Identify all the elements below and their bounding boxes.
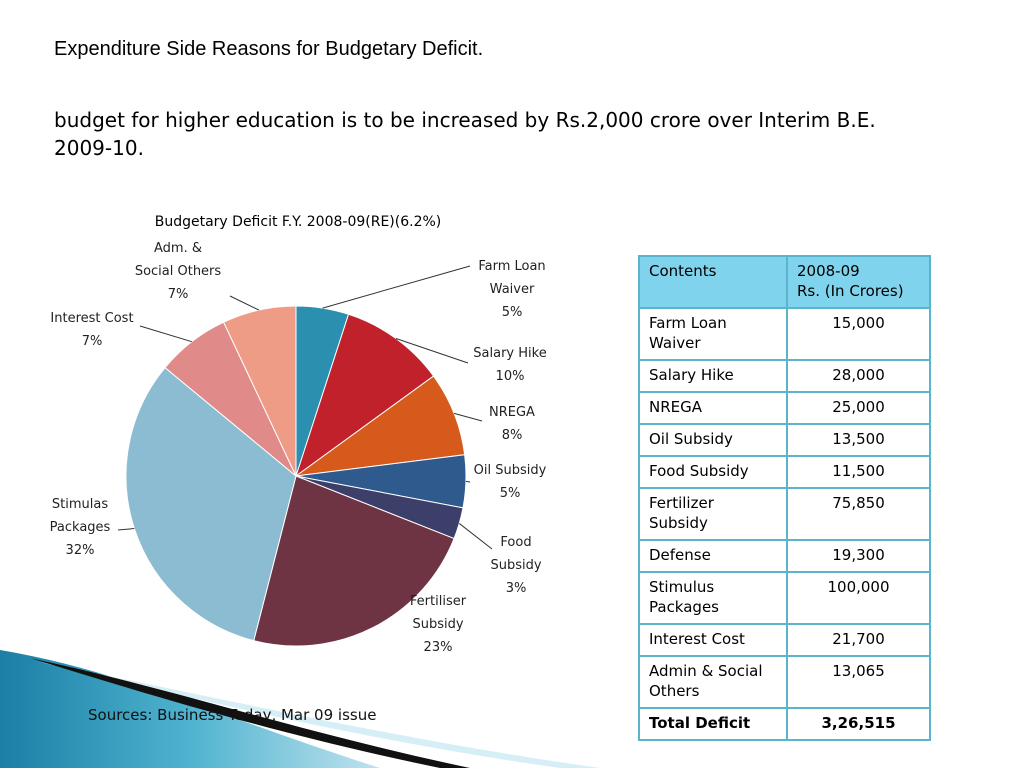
pie-slice-label: Adm. & Social Others 7%	[135, 241, 222, 302]
pie-slice-label: Food Subsidy 3%	[490, 535, 541, 596]
pie-slice-label: Salary Hike 10%	[473, 346, 546, 384]
pie-slice	[125, 366, 297, 642]
pie-chart: Budgetary Deficit F.Y. 2008-09(RE)(6.2%)…	[50, 214, 547, 655]
pie-chart-title: Budgetary Deficit F.Y. 2008-09(RE)(6.2%)	[155, 214, 442, 230]
header-contents: Contents	[638, 255, 788, 309]
total-amount: 3,26,515	[786, 707, 931, 741]
pie-leader-line	[395, 337, 469, 364]
pie-leader-line	[322, 265, 471, 309]
pie-slice-label: Oil Subsidy 5%	[474, 463, 547, 501]
row-amount: 25,000	[786, 391, 931, 425]
pie-slice	[253, 475, 455, 647]
total-label: Total Deficit	[638, 707, 788, 741]
row-amount: 100,000	[786, 571, 931, 625]
pie-slice-label: Interest Cost 7%	[50, 311, 133, 349]
row-amount: 13,065	[786, 655, 931, 709]
table-row: Oil Subsidy 13,500	[638, 423, 931, 457]
table-row: Salary Hike 28,000	[638, 359, 931, 393]
table-row: Defense 19,300	[638, 539, 931, 573]
table-row: Stimulus Packages 100,000	[638, 571, 931, 625]
pie-leader-line	[453, 412, 483, 422]
decorative-swoosh	[0, 650, 600, 768]
table-row: Interest Cost 21,700	[638, 623, 931, 657]
row-content: NREGA	[638, 391, 788, 425]
table-row: NREGA 25,000	[638, 391, 931, 425]
slide-subtitle: budget for higher education is to be inc…	[54, 108, 876, 160]
row-content: Interest Cost	[638, 623, 788, 657]
deficit-table: Contents 2008-09 Rs. (In Crores) Farm Lo…	[638, 255, 931, 741]
pie-slice-label: Fertiliser Subsidy 23%	[410, 594, 467, 655]
header-amount: 2008-09 Rs. (In Crores)	[786, 255, 931, 309]
row-amount: 21,700	[786, 623, 931, 657]
table-row: Admin & Social Others 13,065	[638, 655, 931, 709]
pie-slice-label: Stimulas Packages 32%	[50, 497, 111, 558]
pie-leader-line	[117, 528, 135, 531]
table-header-row: Contents 2008-09 Rs. (In Crores)	[638, 255, 931, 309]
slide-title: Expenditure Side Reasons for Budgetary D…	[54, 38, 484, 60]
source-note: Sources: Business Today, Mar 09 issue	[88, 706, 377, 724]
row-amount: 28,000	[786, 359, 931, 393]
row-amount: 15,000	[786, 307, 931, 361]
table-row: Food Subsidy 11,500	[638, 455, 931, 489]
row-content: Salary Hike	[638, 359, 788, 393]
row-content: Fertilizer Subsidy	[638, 487, 788, 541]
table-row: Farm Loan Waiver 15,000	[638, 307, 931, 361]
pie-leader-line	[229, 295, 260, 311]
row-amount: 19,300	[786, 539, 931, 573]
row-content: Admin & Social Others	[638, 655, 788, 709]
pie-leader-line	[465, 480, 471, 483]
row-content: Food Subsidy	[638, 455, 788, 489]
table-row: Fertilizer Subsidy 75,850	[638, 487, 931, 541]
table-total-row: Total Deficit 3,26,515	[638, 707, 931, 741]
pie-slice	[222, 305, 297, 477]
pie-leader-line	[458, 523, 493, 550]
pie-slice-label: Farm Loan Waiver 5%	[478, 259, 545, 320]
row-content: Stimulus Packages	[638, 571, 788, 625]
pie-slice-label: NREGA 8%	[489, 405, 535, 443]
row-content: Defense	[638, 539, 788, 573]
row-amount: 13,500	[786, 423, 931, 457]
row-amount: 75,850	[786, 487, 931, 541]
row-content: Oil Subsidy	[638, 423, 788, 457]
pie-leader-line	[139, 325, 192, 343]
row-amount: 11,500	[786, 455, 931, 489]
row-content: Farm Loan Waiver	[638, 307, 788, 361]
